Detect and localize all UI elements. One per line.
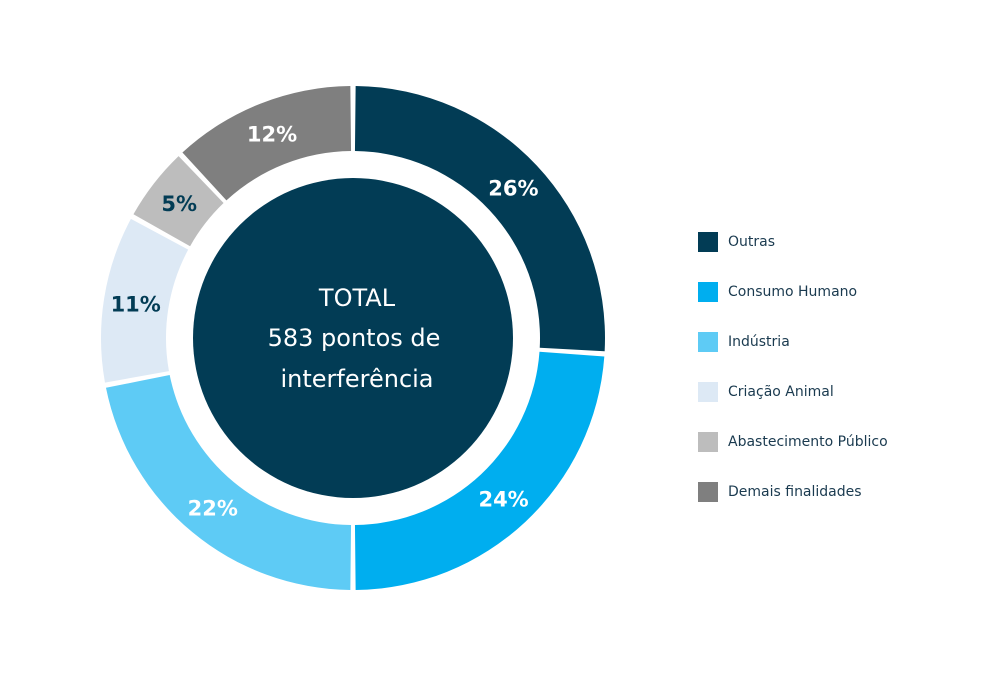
center-count: 583 pontos de bbox=[268, 324, 441, 352]
center-disc bbox=[193, 178, 513, 498]
legend-label: Demais finalidades bbox=[728, 484, 862, 500]
slice-label-consumo-humano: 24% bbox=[478, 487, 528, 511]
legend-swatch bbox=[698, 232, 718, 252]
legend-label: Consumo Humano bbox=[728, 284, 858, 300]
legend-item-industria: Indústria bbox=[698, 332, 888, 352]
legend-swatch bbox=[698, 332, 718, 352]
center-label: TOTAL 583 pontos de interferência bbox=[268, 284, 441, 393]
legend-label: Abastecimento Público bbox=[728, 434, 888, 450]
slice-criacao-animal bbox=[101, 218, 189, 383]
slice-label-outras: 26% bbox=[488, 176, 538, 200]
legend-item-demais-finalidades: Demais finalidades bbox=[698, 482, 888, 502]
legend-swatch bbox=[698, 432, 718, 452]
legend-item-outras: Outras bbox=[698, 232, 888, 252]
slice-consumo-humano bbox=[354, 351, 605, 590]
legend-swatch bbox=[698, 382, 718, 402]
slice-label-industria: 22% bbox=[188, 497, 238, 521]
center-subtitle: interferência bbox=[280, 365, 433, 393]
legend-item-consumo-humano: Consumo Humano bbox=[698, 282, 888, 302]
legend-swatch bbox=[698, 482, 718, 502]
slice-label-demais-finalidades: 12% bbox=[247, 122, 297, 146]
slice-labels: 26% 24% 22% 11% 5% 12% bbox=[111, 122, 539, 520]
legend-swatch bbox=[698, 282, 718, 302]
legend-label: Outras bbox=[728, 234, 776, 250]
slice-label-criacao-animal: 11% bbox=[111, 293, 161, 317]
legend-item-abastecimento-publico: Abastecimento Público bbox=[698, 432, 888, 452]
center-title: TOTAL bbox=[318, 284, 396, 312]
legend-label: Indústria bbox=[728, 334, 790, 350]
slice-industria bbox=[105, 374, 352, 590]
slice-label-abastecimento-publico: 5% bbox=[161, 192, 197, 216]
legend: Outras Consumo Humano Indústria Criação Ani… bbox=[698, 232, 888, 532]
donut-slices bbox=[101, 86, 605, 590]
legend-item-criacao-animal: Criação Animal bbox=[698, 382, 888, 402]
slice-abastecimento-publico bbox=[133, 156, 224, 247]
slice-outras bbox=[354, 86, 605, 352]
slice-demais-finalidades bbox=[182, 86, 352, 201]
legend-label: Criação Animal bbox=[728, 384, 834, 400]
